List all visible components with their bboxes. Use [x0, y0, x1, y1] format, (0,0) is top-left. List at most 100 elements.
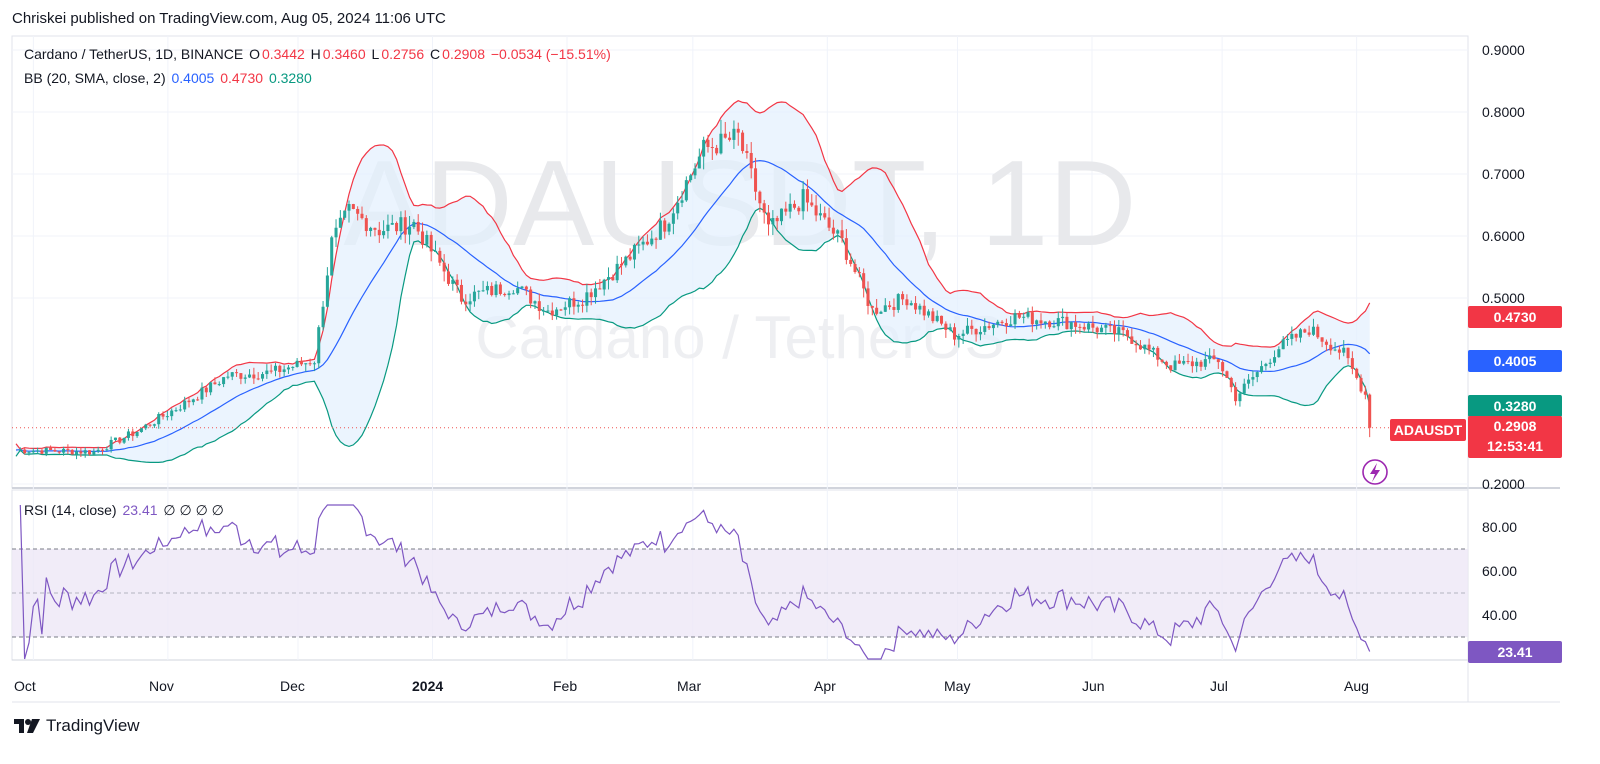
candle-body	[226, 376, 230, 378]
candle-body	[840, 230, 844, 239]
candle-body	[187, 400, 191, 403]
candle-body	[459, 284, 463, 302]
candle-body	[1061, 316, 1065, 319]
candle-body	[516, 288, 520, 294]
candle-body	[983, 326, 987, 332]
candle-body	[1294, 333, 1298, 338]
candle-body	[628, 256, 632, 260]
legend-high: 0.3460	[322, 46, 366, 62]
candle-body	[996, 321, 1000, 325]
candle-body	[1368, 394, 1372, 428]
candle-body	[684, 180, 688, 201]
candle-body	[1143, 344, 1147, 350]
candle-body	[96, 449, 100, 452]
footer-brand-text: TradingView	[46, 716, 140, 735]
candle-body	[395, 222, 399, 232]
candle-body	[498, 284, 502, 294]
candle-body	[291, 366, 295, 368]
candle-body	[485, 285, 489, 291]
time-label-nov: Nov	[149, 678, 174, 694]
candle-body	[351, 204, 355, 209]
candle-body	[637, 244, 641, 246]
candle-body	[849, 259, 853, 264]
candle-body	[62, 448, 66, 453]
candle-body	[918, 305, 922, 310]
candle-body	[1311, 326, 1315, 335]
candle-body	[892, 307, 896, 310]
candle-body	[1030, 312, 1034, 325]
candle-body	[611, 277, 615, 281]
candle-body	[144, 424, 148, 429]
candle-body	[1333, 349, 1337, 351]
candle-body	[1138, 345, 1142, 350]
candle-body	[754, 168, 758, 192]
candle-body	[940, 315, 944, 324]
candle-body	[49, 447, 53, 451]
candle-body	[818, 213, 822, 216]
tradingview-logo-icon	[14, 719, 40, 733]
price-tick-0200: 0.2000	[1482, 476, 1525, 492]
candle-body	[126, 431, 130, 438]
rsi-legend[interactable]: RSI (14, close) 23.41 ∅ ∅ ∅ ∅	[24, 502, 226, 519]
candle-body	[1147, 344, 1151, 350]
candle-body	[330, 237, 334, 276]
candle-body	[1078, 326, 1082, 328]
candle-body	[520, 286, 524, 289]
candle-body	[550, 310, 554, 316]
candle-body	[671, 213, 675, 224]
candle-body	[663, 220, 667, 232]
candle-body	[1199, 361, 1203, 367]
candle-body	[209, 382, 213, 393]
candle-body	[1048, 321, 1052, 328]
candle-body	[92, 451, 96, 455]
symbol-legend[interactable]: Cardano / TetherUS, 1D, BINANCE O 0.3442 …	[24, 46, 613, 62]
candle-body	[66, 448, 70, 450]
candle-body	[1160, 359, 1164, 362]
candle-body	[243, 377, 247, 379]
candle-body	[481, 290, 485, 292]
rsi-tick-80: 80.00	[1482, 519, 1518, 535]
bb-legend[interactable]: BB (20, SMA, close, 2) 0.4005 0.4730 0.3…	[24, 70, 314, 86]
candle-body	[57, 451, 61, 453]
candle-body	[576, 304, 580, 307]
candle-body	[1151, 347, 1155, 350]
candle-body	[282, 369, 286, 373]
candle-body	[183, 400, 187, 410]
candle-body	[1229, 377, 1233, 388]
candle-body	[408, 227, 412, 235]
candle-body	[710, 147, 714, 149]
candle-body	[927, 311, 931, 316]
legend-h-label: H	[310, 46, 321, 62]
candle-body	[148, 424, 152, 426]
candle-body	[914, 303, 918, 310]
footer-brand[interactable]: TradingView	[14, 716, 140, 736]
candle-body	[1186, 360, 1190, 362]
candle-body	[952, 327, 957, 340]
candle-body	[36, 450, 40, 452]
candle-body	[1221, 362, 1225, 372]
candle-body	[299, 360, 303, 365]
legend-low: 0.2756	[381, 46, 425, 62]
countdown-value: 12:53:41	[1486, 438, 1544, 454]
candle-body	[736, 128, 740, 133]
candle-body	[1342, 347, 1346, 353]
candle-body	[896, 294, 900, 310]
candle-body	[1052, 326, 1056, 328]
candle-body	[122, 437, 126, 443]
candle-body	[706, 139, 710, 148]
candle-body	[1203, 359, 1207, 367]
candle-body	[1195, 361, 1199, 367]
candle-body	[1264, 363, 1268, 367]
candle-body	[455, 279, 459, 285]
candle-body	[810, 202, 814, 206]
candle-body	[152, 424, 156, 426]
candle-body	[265, 370, 269, 375]
alert-bolt-icon[interactable]	[1362, 459, 1388, 485]
candle-body	[1281, 339, 1285, 350]
candle-body	[304, 363, 308, 365]
candle-body	[1087, 323, 1091, 330]
candle-body	[1069, 322, 1073, 330]
candles[interactable]	[18, 119, 1372, 460]
candle-body	[343, 210, 347, 218]
